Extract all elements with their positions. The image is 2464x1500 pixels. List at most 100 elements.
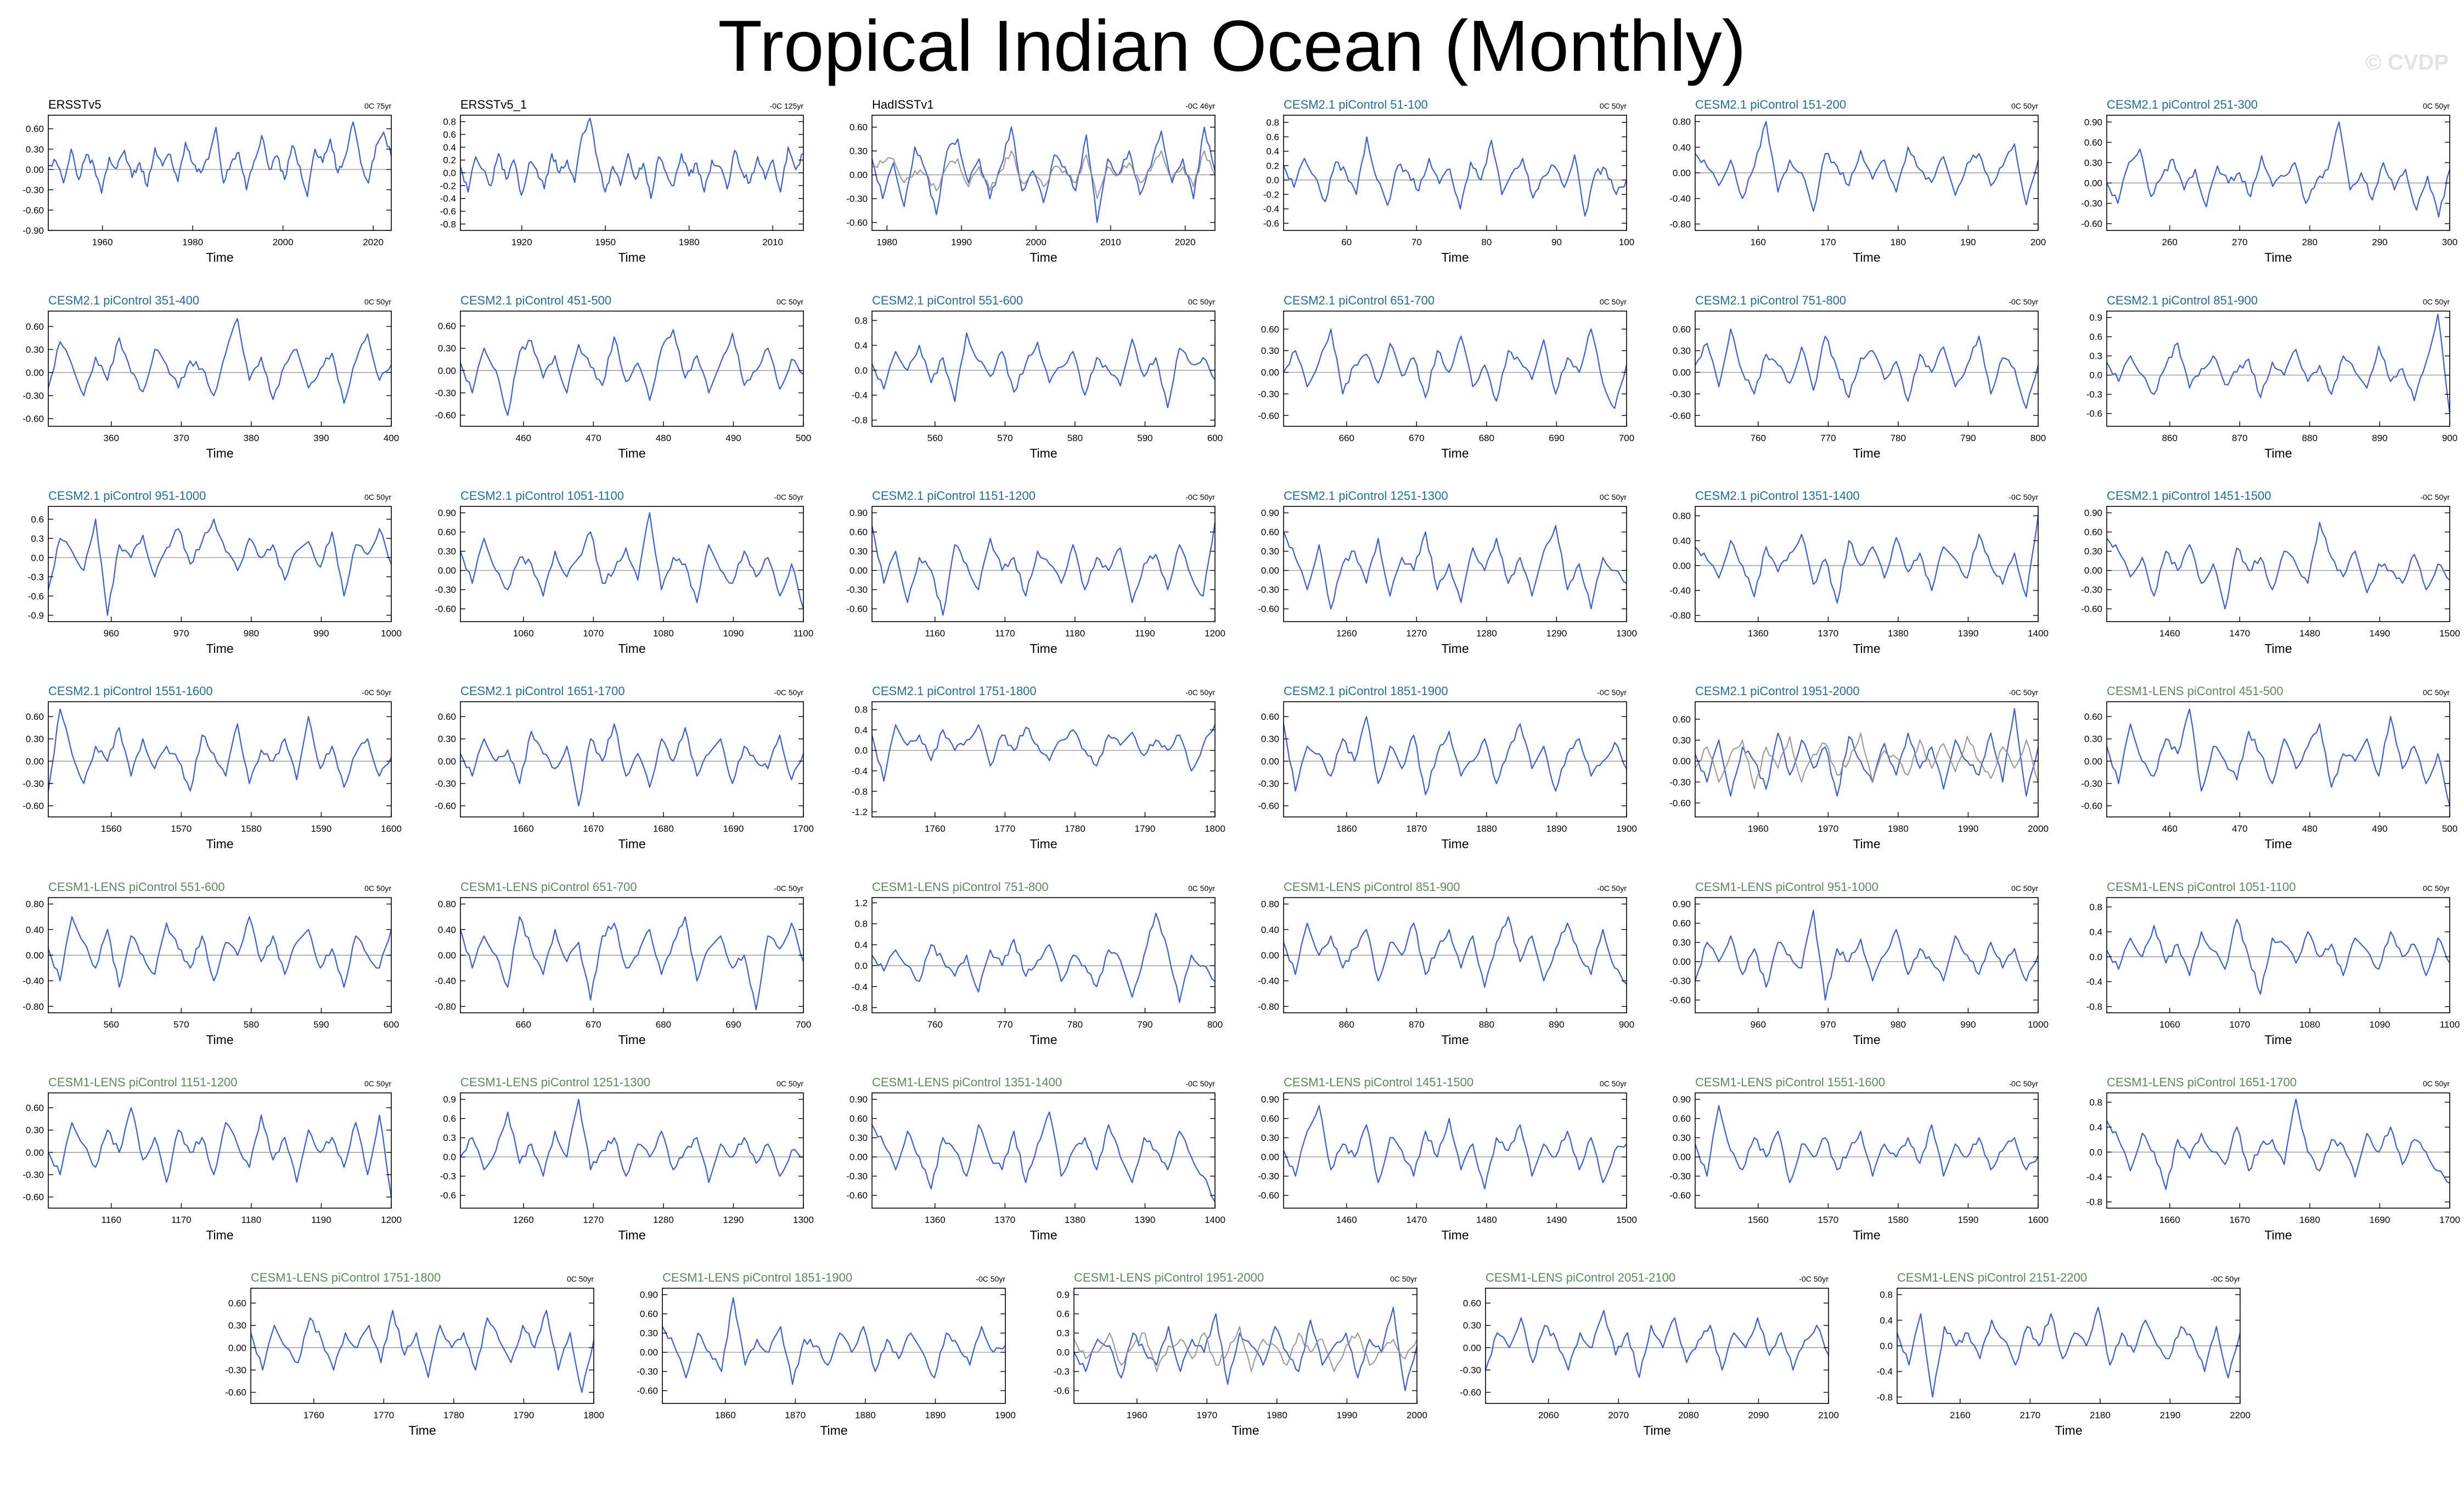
plot-frame — [2106, 115, 2450, 231]
series-line — [1282, 1105, 1627, 1190]
x-tick-label: 2070 — [1608, 1410, 1629, 1420]
panel-chart-10: CESM2.1 piControl 651-700 0C 50yr 0.60 0.30… — [1258, 294, 1634, 460]
y-tick-label: 0.90 — [438, 508, 456, 518]
y-tick-label: 0.30 — [1673, 735, 1691, 746]
y-tick-label: 0.00 — [26, 950, 44, 961]
x-tick-label: 1990 — [1337, 1410, 1358, 1420]
y-tick-label: 0.2 — [443, 155, 456, 166]
x-axis-label: Time — [2264, 1033, 2292, 1047]
panel-chart-34: CESM1-LENS piControl 1451-1500 0C 50yr 0.9… — [1258, 1075, 1637, 1242]
x-tick-label: 2000 — [2028, 824, 2049, 834]
series-line — [460, 723, 805, 807]
x-tick-label: 1980 — [182, 237, 203, 247]
x-tick-label: 790 — [1137, 1019, 1152, 1030]
y-tick-label: 0.4 — [854, 340, 868, 351]
panel-chart-19: CESM2.1 piControl 1551-1600 -0C 50yr 0.60 0… — [22, 684, 402, 851]
x-tick-label: 660 — [516, 1019, 531, 1030]
x-tick-label: 980 — [1891, 1019, 1906, 1030]
x-tick-label: 1490 — [2370, 628, 2390, 639]
x-tick-label: 2080 — [1678, 1410, 1699, 1420]
plot-frame — [1283, 115, 1627, 231]
series-line — [2106, 121, 2451, 218]
x-tick-label: 1970 — [1196, 1410, 1217, 1420]
y-tick-label: -0.60 — [1258, 604, 1279, 614]
panel-chart-11: CESM2.1 piControl 751-800 -0C 50yr 0.60 0.3… — [1669, 294, 2046, 460]
y-tick-label: 0.0 — [1880, 1341, 1893, 1351]
y-tick-label: -0.30 — [2081, 199, 2102, 209]
x-tick-label: 760 — [927, 1019, 943, 1030]
panel-15: CESM2.1 piControl 1151-1200 -0C 50yr 0.90 0… — [828, 487, 1248, 668]
y-tick-label: -0.80 — [1258, 1001, 1279, 1012]
x-axis-label: Time — [1030, 446, 1057, 460]
y-tick-label: -0.60 — [637, 1386, 658, 1396]
y-tick-label: 0.30 — [1261, 346, 1279, 356]
y-tick-label: 0.30 — [26, 144, 44, 155]
y-tick-label: -0.4 — [1263, 204, 1279, 215]
y-tick-label: -0.30 — [637, 1367, 658, 1377]
x-axis-label: Time — [2264, 250, 2292, 264]
panel-chart-38: CESM1-LENS piControl 1851-1900 -0C 50yr 0.… — [637, 1271, 1016, 1437]
y-tick-label: 0.4 — [1266, 146, 1279, 157]
y-tick-label: 0.90 — [850, 508, 868, 518]
y-tick-label: 0.90 — [1673, 899, 1691, 910]
panel-chart-22: CESM2.1 piControl 1851-1900 -0C 50yr 0.60 0… — [1258, 684, 1637, 851]
plot-frame — [460, 1092, 804, 1209]
x-tick-label: 900 — [1619, 1019, 1634, 1030]
x-axis-label: Time — [1441, 641, 1469, 656]
x-tick-label: 1380 — [1065, 1215, 1085, 1225]
series-line — [2106, 708, 2451, 806]
x-axis-label: Time — [1441, 1033, 1469, 1047]
panel-subtitle: CESM2.1 piControl 351-400 — [48, 294, 199, 307]
x-tick-label: 1000 — [2028, 1019, 2049, 1030]
x-axis-label: Time — [206, 446, 233, 460]
y-tick-label: 0.00 — [1673, 756, 1691, 766]
y-tick-label: 0.40 — [26, 924, 44, 935]
x-tick-label: 580 — [1067, 433, 1083, 443]
panel-9: CESM2.1 piControl 551-600 0C 50yr 0.8 0.4 0.… — [828, 291, 1248, 472]
series-line — [871, 522, 1216, 616]
x-axis-label: Time — [206, 641, 233, 656]
panel-subtitle: CESM1-LENS piControl 451-500 — [2107, 684, 2283, 698]
panel-trend: -0C 50yr — [1597, 688, 1627, 697]
x-tick-label: 1060 — [513, 628, 534, 639]
y-tick-label: -0.60 — [435, 801, 456, 811]
x-tick-label: 1870 — [1406, 824, 1427, 834]
y-tick-label: -0.6 — [440, 206, 456, 217]
panel-chart-25: CESM1-LENS piControl 551-600 0C 50yr 0.80 0… — [22, 880, 399, 1047]
x-tick-label: 1390 — [1135, 1215, 1156, 1225]
y-tick-label: 0.0 — [854, 746, 868, 756]
x-axis-label: Time — [618, 837, 645, 851]
y-tick-label: 0.9 — [1056, 1290, 1070, 1300]
panel-chart-31: CESM1-LENS piControl 1151-1200 0C 50yr 0.6… — [22, 1075, 402, 1242]
x-tick-label: 670 — [1409, 433, 1424, 443]
x-tick-label: 860 — [1339, 1019, 1354, 1030]
series-line — [47, 708, 392, 792]
y-tick-label: 0.00 — [1261, 1152, 1279, 1163]
x-tick-label: 1900 — [995, 1410, 1016, 1420]
panel-subtitle: CESM2.1 piControl 1851-1900 — [1284, 684, 1448, 698]
x-tick-label: 1190 — [311, 1215, 331, 1225]
x-tick-label: 680 — [1479, 433, 1494, 443]
y-tick-label: -0.30 — [1258, 779, 1279, 789]
x-tick-label: 490 — [2372, 824, 2387, 834]
x-tick-label: 470 — [2232, 824, 2247, 834]
panel-chart-40: CESM1-LENS piControl 2051-2100 -0C 50yr 0.… — [1460, 1271, 1839, 1437]
x-tick-label: 770 — [997, 1019, 1012, 1030]
y-tick-label: 0.30 — [1261, 734, 1279, 745]
panel-subtitle: CESM2.1 piControl 851-900 — [2107, 294, 2258, 307]
x-tick-label: 1180 — [241, 1215, 262, 1225]
y-tick-label: 0.60 — [438, 712, 456, 722]
y-tick-label: 0.6 — [1056, 1309, 1070, 1319]
y-tick-label: 0.60 — [1261, 527, 1279, 538]
y-tick-label: 0.60 — [228, 1298, 246, 1309]
panel-trend: 0C 50yr — [777, 297, 803, 306]
x-tick-label: 1700 — [2439, 1215, 2460, 1225]
panel-chart-32: CESM1-LENS piControl 1251-1300 0C 50yr 0.9… — [440, 1075, 814, 1242]
y-tick-label: 0.00 — [1673, 561, 1691, 571]
panel-trend: 0C 50yr — [2423, 1079, 2450, 1088]
panel-subtitle: CESM1-LENS piControl 1351-1400 — [872, 1075, 1062, 1089]
plot-frame — [1485, 1288, 1829, 1404]
y-tick-label: 0.60 — [438, 321, 456, 331]
panel-8: CESM2.1 piControl 451-500 0C 50yr 0.60 0.30… — [417, 291, 836, 472]
x-tick-label: 480 — [656, 433, 671, 443]
